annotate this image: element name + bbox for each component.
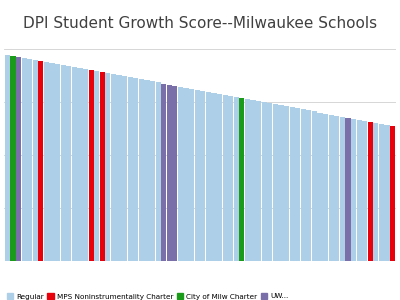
Bar xyxy=(161,83,166,261)
Bar xyxy=(22,58,27,261)
Bar xyxy=(122,76,127,261)
Bar xyxy=(167,85,172,261)
Bar xyxy=(278,105,284,261)
Bar xyxy=(116,75,122,261)
Bar xyxy=(346,118,350,261)
Bar xyxy=(77,68,82,261)
Bar xyxy=(301,110,306,261)
Bar xyxy=(329,115,334,261)
Bar xyxy=(362,121,367,261)
Bar xyxy=(334,116,339,261)
Bar xyxy=(200,91,205,261)
Bar xyxy=(111,74,116,261)
Bar xyxy=(10,56,16,261)
Bar xyxy=(234,97,239,261)
Bar xyxy=(239,98,244,261)
Bar xyxy=(83,69,88,261)
Bar xyxy=(72,67,77,261)
Bar xyxy=(206,92,211,261)
Bar xyxy=(189,89,194,261)
Bar xyxy=(306,110,312,261)
Title: DPI Student Growth Score--Milwaukee Schools: DPI Student Growth Score--Milwaukee Scho… xyxy=(23,16,377,31)
Bar xyxy=(368,122,373,261)
Bar xyxy=(44,62,49,261)
Bar xyxy=(156,82,161,261)
Bar xyxy=(323,114,328,261)
Bar xyxy=(250,100,256,261)
Bar xyxy=(290,107,295,261)
Bar xyxy=(128,77,133,261)
Bar xyxy=(245,99,250,261)
Bar xyxy=(144,80,150,261)
Bar xyxy=(273,104,278,261)
Bar xyxy=(373,123,378,261)
Bar xyxy=(133,78,138,261)
Bar xyxy=(356,120,362,261)
Bar xyxy=(38,61,44,261)
Bar xyxy=(5,55,10,261)
Bar xyxy=(100,72,105,261)
Bar xyxy=(55,64,60,261)
Bar xyxy=(50,63,54,261)
Bar xyxy=(66,66,71,261)
Bar xyxy=(16,57,21,261)
Bar xyxy=(384,125,390,261)
Bar xyxy=(139,80,144,261)
Bar xyxy=(222,95,228,261)
Bar xyxy=(88,70,94,261)
Bar xyxy=(340,117,345,261)
Bar xyxy=(379,124,384,261)
Bar xyxy=(172,85,178,261)
Bar xyxy=(262,102,267,261)
Bar xyxy=(150,82,155,261)
Bar xyxy=(27,59,32,261)
Bar xyxy=(267,103,272,261)
Bar xyxy=(211,93,216,261)
Legend: Regular, MPS Noninstrumentality Charter, City of Milw Charter, UW...: Regular, MPS Noninstrumentality Charter,… xyxy=(4,290,292,300)
Bar xyxy=(295,108,300,261)
Bar xyxy=(33,60,38,261)
Bar xyxy=(184,88,189,261)
Bar xyxy=(312,112,317,261)
Bar xyxy=(390,126,395,261)
Bar xyxy=(318,112,323,261)
Bar xyxy=(217,94,222,261)
Bar xyxy=(284,106,289,261)
Bar xyxy=(195,90,200,261)
Bar xyxy=(94,71,99,261)
Bar xyxy=(256,101,261,261)
Bar xyxy=(105,73,110,261)
Bar xyxy=(228,96,233,261)
Bar xyxy=(178,87,183,261)
Bar xyxy=(351,119,356,261)
Bar xyxy=(61,65,66,261)
